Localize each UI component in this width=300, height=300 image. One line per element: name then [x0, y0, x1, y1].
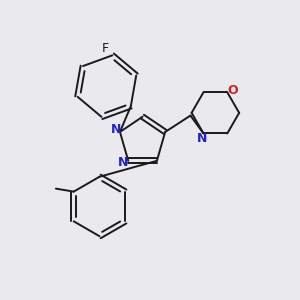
Text: O: O [227, 84, 238, 97]
Text: F: F [101, 42, 109, 55]
Text: N: N [111, 123, 122, 136]
Text: N: N [197, 132, 207, 145]
Text: N: N [118, 156, 128, 169]
